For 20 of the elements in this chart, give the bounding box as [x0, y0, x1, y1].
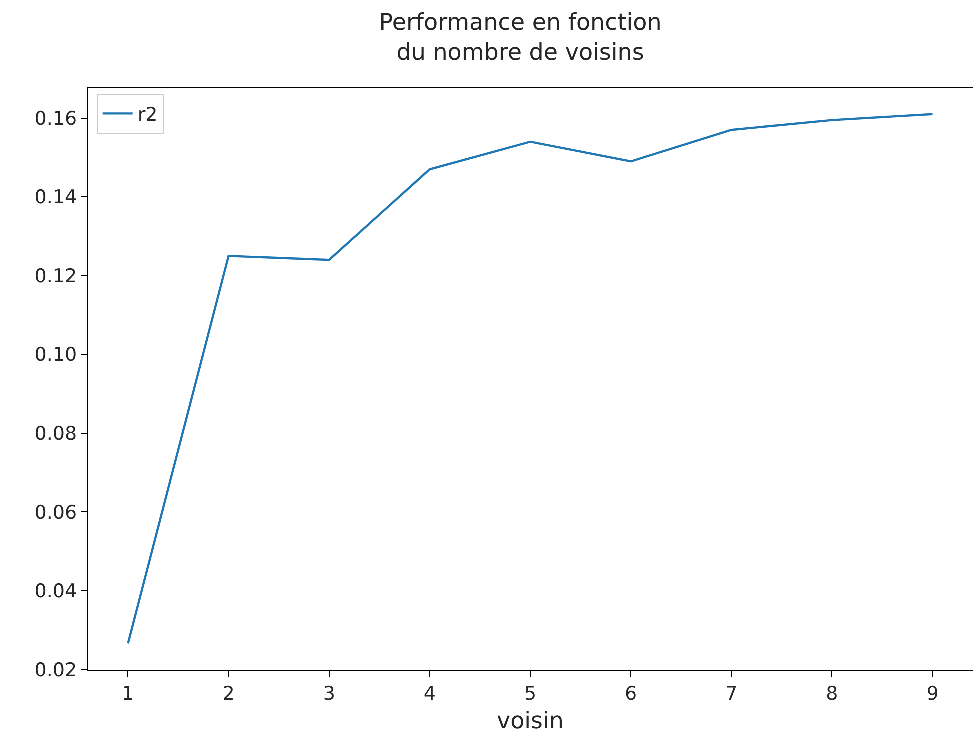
x-tick-label: 8 [826, 682, 838, 705]
x-tick-label: 2 [222, 682, 235, 705]
y-tick-label: 0.06 [34, 502, 78, 524]
x-tick-label: 3 [323, 682, 336, 705]
chart-title: Performance en fonction du nombre de voisins [379, 10, 662, 66]
x-tick-label: 9 [926, 682, 939, 705]
y-tick-label: 0.08 [34, 422, 78, 445]
y-tick-label: 0.10 [34, 344, 78, 366]
y-tick-label: 0.02 [34, 659, 78, 682]
x-tick-label: 4 [424, 682, 436, 705]
x-tick-label: 1 [122, 682, 134, 705]
y-tick-label: 0.16 [34, 108, 78, 130]
y-tick-label: 0.14 [34, 186, 78, 209]
legend-label: r2 [138, 104, 158, 126]
x-tick-label: 7 [726, 682, 738, 705]
y-tick-label: 0.04 [34, 580, 78, 602]
x-tick-label: 5 [524, 682, 537, 705]
x-tick-label: 6 [625, 682, 638, 705]
x-axis-title: voisin [496, 708, 564, 734]
y-tick-label: 0.12 [34, 265, 78, 288]
